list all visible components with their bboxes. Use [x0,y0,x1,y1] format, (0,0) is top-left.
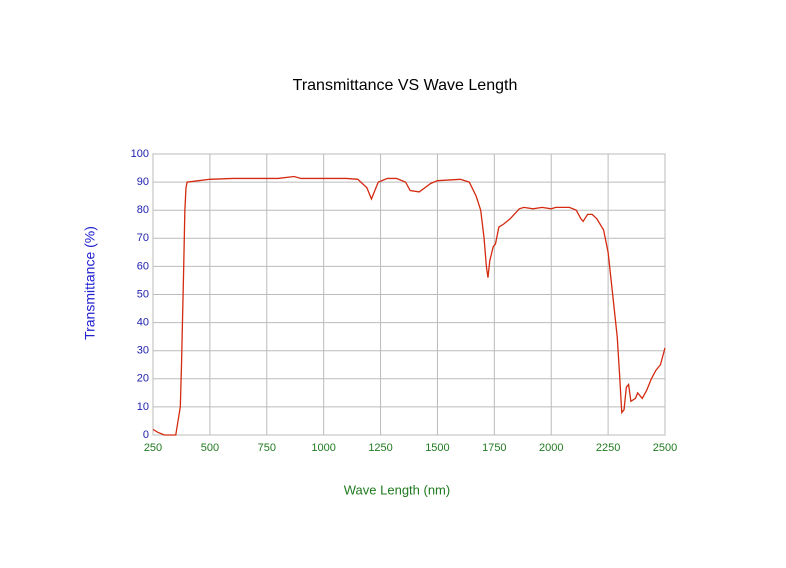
x-tick-label: 1750 [482,442,506,454]
chart-title: Transmittance VS Wave Length [293,77,518,94]
y-tick-label: 90 [137,176,149,188]
y-axis-label: Transmittance (%) [82,226,98,340]
x-tick-label: 1500 [425,442,449,454]
y-tick-label: 50 [137,288,149,300]
x-axis-label: Wave Length (nm) [344,482,450,497]
y-tick-label: 20 [137,373,149,385]
x-tick-label: 750 [258,442,276,454]
y-tick-label: 100 [131,148,149,160]
y-tick-label: 60 [137,260,149,272]
x-tick-label: 250 [144,442,162,454]
y-tick-label: 0 [143,429,149,441]
data-line [152,175,666,436]
x-tick-label: 1000 [311,442,335,454]
x-tick-label: 2000 [539,442,563,454]
x-tick-label: 2500 [653,442,677,454]
y-tick-label: 80 [137,204,149,216]
y-tick-label: 70 [137,232,149,244]
y-tick-label: 40 [137,317,149,329]
y-tick-label: 30 [137,345,149,357]
x-tick-label: 2250 [596,442,620,454]
x-tick-label: 1250 [368,442,392,454]
x-tick-label: 500 [201,442,219,454]
y-tick-label: 10 [137,401,149,413]
